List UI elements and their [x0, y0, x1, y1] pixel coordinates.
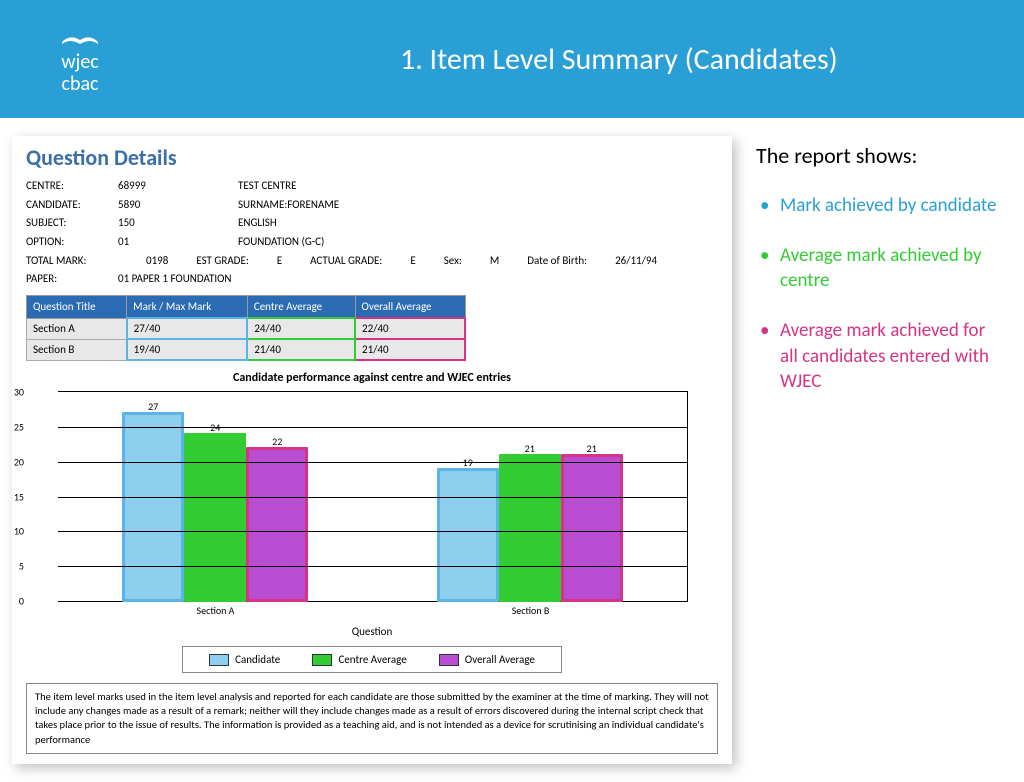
ytick-label: 20: [14, 455, 24, 468]
logo: wjec cbac: [40, 19, 120, 99]
table-cell: Section A: [27, 318, 127, 339]
ytick-label: 5: [19, 560, 24, 573]
side-panel: The report shows: Mark achieved by candi…: [752, 136, 1012, 764]
bar: 27: [123, 413, 183, 601]
table-cell: 19/40: [127, 339, 248, 360]
table-cell: 22/40: [355, 318, 465, 339]
legend-swatch: [209, 654, 229, 666]
side-bullet: Mark achieved by candidate: [756, 193, 1002, 219]
ytick-label: 25: [14, 420, 24, 433]
table-cell: 24/40: [247, 318, 355, 339]
detail-row-candidate: CANDIDATE: 5890 SURNAME:FORENAME: [26, 196, 718, 215]
ytick-label: 15: [14, 490, 24, 503]
chart-title: Candidate performance against centre and…: [26, 371, 718, 385]
book-icon: [60, 23, 100, 51]
chart-legend: Candidate Centre Average Overall Average: [182, 646, 562, 673]
table-cell: 21/40: [355, 339, 465, 360]
gridline: [58, 462, 687, 463]
legend-label: Candidate: [235, 653, 280, 666]
xtick-label: Section A: [58, 602, 373, 617]
bar: 21: [500, 455, 560, 601]
table-row: Section A27/4024/4022/40: [27, 318, 466, 339]
legend-item: Candidate: [209, 653, 280, 666]
bar-value: 27: [125, 400, 181, 413]
legend-item: Centre Average: [312, 653, 406, 666]
table-cell: Section B: [27, 339, 127, 360]
table-row: Section B19/4021/4021/40: [27, 339, 466, 360]
logo-text-bottom: cbac: [61, 73, 98, 95]
report-title: Question Details: [26, 144, 718, 171]
detail-row-subject: SUBJECT: 150 ENGLISH: [26, 214, 718, 233]
legend-label: Centre Average: [338, 653, 406, 666]
ytick-label: 10: [14, 525, 24, 538]
bar: 19: [438, 469, 498, 601]
detail-row-marks: TOTAL MARK: 0198 EST GRADE: E ACTUAL GRA…: [26, 252, 718, 271]
detail-row-centre: CENTRE: 68999 TEST CENTRE: [26, 177, 718, 196]
chart-xaxis-label: Question: [26, 625, 718, 638]
side-bullet: Average mark achieved by centre: [756, 243, 1002, 294]
side-list: Mark achieved by candidate Average mark a…: [756, 193, 1002, 395]
gridline: [58, 531, 687, 532]
legend-item: Overall Average: [439, 653, 535, 666]
chart: 051015202530 272422192121: [58, 391, 688, 601]
table-header: Centre Average: [247, 296, 355, 319]
question-table: Question TitleMark / Max MarkCentre Aver…: [26, 295, 466, 361]
report-panel: Question Details CENTRE: 68999 TEST CENT…: [12, 136, 732, 764]
details-grid: CENTRE: 68999 TEST CENTRE CANDIDATE: 589…: [26, 177, 718, 289]
table-cell: 27/40: [127, 318, 248, 339]
bar: 24: [185, 434, 245, 601]
detail-row-paper: PAPER: 01 PAPER 1 FOUNDATION: [26, 270, 718, 289]
side-title: The report shows:: [756, 142, 1002, 169]
slide-title: 1. Item Level Summary (Candidates): [400, 41, 838, 78]
bar-value: 21: [564, 442, 620, 455]
legend-label: Overall Average: [465, 653, 535, 666]
gridline: [58, 427, 687, 428]
table-header-row: Question TitleMark / Max MarkCentre Aver…: [27, 296, 466, 319]
table-cell: 21/40: [247, 339, 355, 360]
bar-value: 21: [502, 442, 558, 455]
bar-value: 22: [249, 435, 305, 448]
bar: 22: [247, 448, 307, 601]
gridline: [58, 497, 687, 498]
logo-text-top: wjec: [61, 51, 99, 73]
table-header: Mark / Max Mark: [127, 296, 248, 319]
bar: 21: [562, 455, 622, 601]
slide-header: wjec cbac 1. Item Level Summary (Candida…: [0, 0, 1024, 118]
footnote: The item level marks used in the item le…: [26, 683, 718, 754]
chart-xaxis: Section ASection B: [58, 601, 688, 617]
xtick-label: Section B: [373, 602, 688, 617]
ytick-label: 30: [14, 386, 24, 399]
ytick-label: 0: [19, 595, 24, 608]
content-area: Question Details CENTRE: 68999 TEST CENT…: [0, 118, 1024, 782]
legend-swatch: [439, 654, 459, 666]
legend-swatch: [312, 654, 332, 666]
table-header: Question Title: [27, 296, 127, 319]
detail-row-option: OPTION: 01 FOUNDATION (G-C): [26, 233, 718, 252]
table-header: Overall Average: [355, 296, 465, 319]
gridline: [58, 566, 687, 567]
side-bullet: Average mark achieved for all candidates…: [756, 318, 1002, 395]
